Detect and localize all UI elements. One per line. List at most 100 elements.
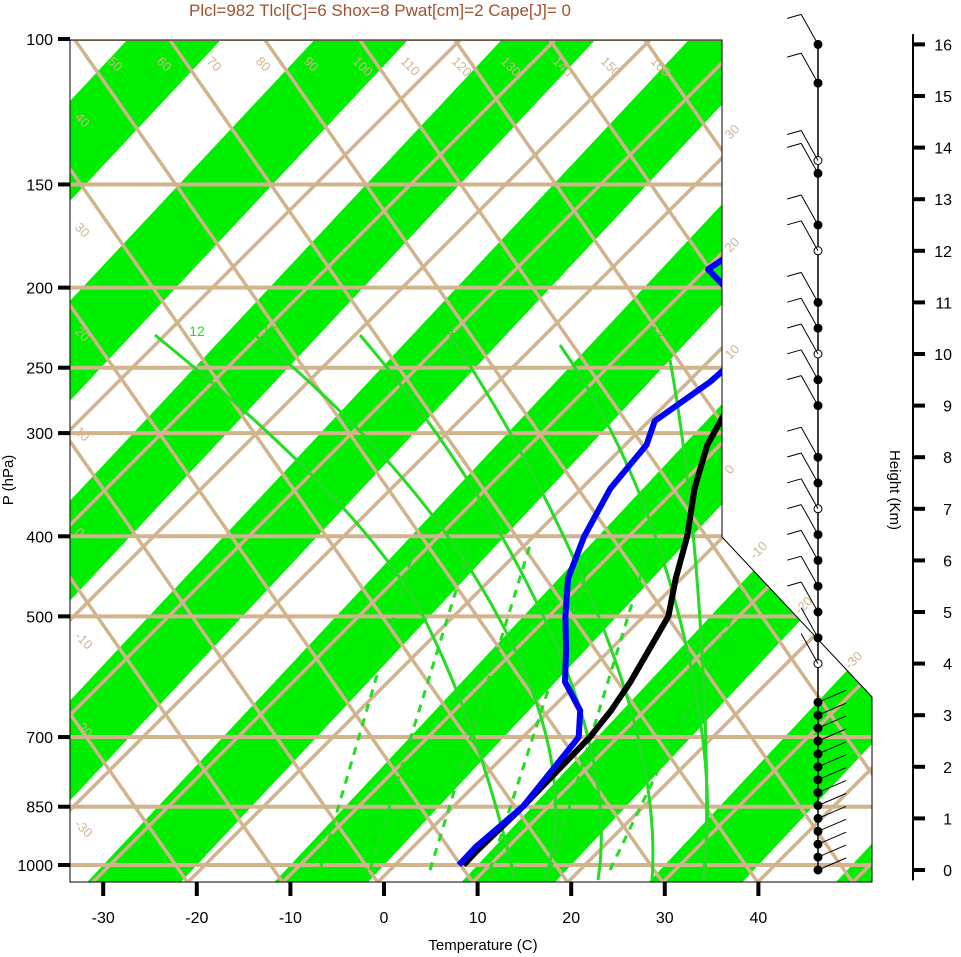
mixing-ratio-label: 24: [439, 323, 455, 339]
y-tick-label: 150: [26, 177, 53, 194]
mixing-ratio-lines: [318, 544, 752, 871]
isotherm-line: [548, 40, 872, 882]
adiabat-line: [263, 40, 867, 882]
mixing-ratio-label: 32: [649, 323, 665, 339]
wind-barb-flag: [787, 529, 802, 535]
wind-barb: [800, 52, 819, 84]
mixing-ratio-label: 12: [189, 323, 205, 339]
wind-barb-flag: [787, 130, 802, 135]
wind-barb: [800, 555, 819, 587]
x-tick-label: -10: [279, 910, 302, 927]
isotherm-label: 20: [722, 234, 743, 255]
wind-barb: [817, 793, 847, 806]
height-tick-label: 16: [934, 37, 952, 54]
adiabat-line: [70, 40, 297, 882]
wind-barb-flag: [787, 504, 802, 510]
wind-barb: [800, 478, 819, 510]
wind-barb: [817, 780, 847, 794]
x-tick-label: 40: [750, 910, 768, 927]
wind-barb-flag: [787, 271, 802, 277]
wind-barb: [817, 767, 847, 781]
isotherm-label: -20: [792, 593, 816, 617]
y-tick-label: 300: [26, 426, 53, 443]
wind-barb-flag: [787, 426, 802, 432]
temperature-band: [70, 40, 801, 882]
wind-barb-flag: [787, 555, 802, 561]
y-tick-label: 100: [26, 32, 53, 49]
x-axis-label: Temperature (C): [428, 937, 537, 954]
adiabat-line: [168, 40, 772, 882]
wind-barb-flag: [787, 220, 802, 226]
height-tick-label: 13: [934, 192, 952, 209]
wind-barb: [817, 754, 847, 768]
mixing-ratio-line: [428, 544, 532, 871]
wind-barb: [800, 581, 819, 613]
wind-barb: [800, 607, 819, 639]
wind-barb: [817, 715, 847, 729]
isotherm-label: -10: [747, 538, 771, 562]
mixing-ratio-line: [368, 544, 472, 871]
adiabat-line: [70, 40, 202, 882]
isotherm-line: [643, 40, 872, 882]
height-tick-label: 6: [943, 553, 952, 570]
moist-adiabat: [154, 333, 517, 881]
wind-barb: [800, 530, 819, 561]
height-tick-label: 12: [934, 244, 952, 261]
chart-title: Plcl=982 Tlcl[C]=6 Shox=8 Pwat[cm]=2 Cap…: [189, 1, 571, 20]
x-tick-label: 30: [656, 910, 674, 927]
isotherm-line: [70, 40, 747, 882]
y-tick-label: 700: [26, 730, 53, 747]
wind-barb: [800, 272, 819, 303]
wind-barb: [817, 741, 847, 755]
adiabat-line: [70, 40, 392, 882]
wind-barb: [817, 728, 847, 742]
y-tick-label: 400: [26, 529, 53, 546]
height-tick-label: 1: [943, 811, 952, 828]
x-tick-label: -30: [92, 910, 115, 927]
height-tick-label: 8: [943, 450, 952, 467]
temperature-axis: -30 -20 -10 0 10 20 30 40: [92, 882, 768, 927]
wind-barb: [800, 349, 819, 381]
adiabats: [154, 333, 710, 881]
moist-adiabat: [358, 334, 603, 881]
height-tick-label: 4: [943, 657, 952, 674]
pressure-axis: 100 150 200 250 300 400 500 700 850 1000: [17, 32, 70, 875]
mixing-ratio-label: 3: [361, 864, 369, 880]
mixing-ratio-labels: 12 16 24 32 3 8: [189, 323, 665, 880]
height-tick-label: 11: [935, 295, 952, 312]
height-tick-label: 7: [943, 502, 952, 519]
y-tick-label: 500: [26, 609, 53, 626]
height-tick-label: 0: [943, 863, 952, 880]
height-tick-label: 5: [943, 605, 952, 622]
wind-barb-flag: [787, 452, 802, 458]
isotherm-line: [263, 40, 872, 882]
isotherm-line: [168, 40, 872, 882]
y-tick-label: 850: [26, 800, 53, 817]
moist-adiabat: [668, 359, 709, 881]
wind-profile: [787, 13, 847, 875]
wind-barb: [800, 323, 819, 355]
mixing-ratio-line: [548, 544, 652, 871]
isotherm-line: [70, 40, 652, 882]
mixing-ratio-label: 8: [488, 864, 496, 880]
isotherm-line: [70, 40, 462, 882]
height-tick-label: 15: [934, 89, 952, 106]
wind-barb-flag: [787, 581, 802, 587]
wind-barb: [817, 818, 847, 832]
temperature-line: [461, 40, 872, 868]
x-tick-label: 10: [469, 910, 487, 927]
wind-barb: [817, 702, 847, 716]
wind-barb-flag: [787, 297, 802, 303]
wind-barb: [800, 426, 819, 458]
x-tick-label: 0: [380, 910, 389, 927]
x-tick-label: -20: [185, 910, 208, 927]
wind-barb: [817, 805, 847, 819]
plot-frame: [69, 39, 873, 883]
wind-barb: [800, 375, 819, 406]
wind-barb: [800, 504, 819, 535]
height-tick-label: 14: [934, 141, 952, 158]
height-tick-label: 2: [943, 760, 952, 777]
wind-barb-flag: [787, 194, 802, 200]
